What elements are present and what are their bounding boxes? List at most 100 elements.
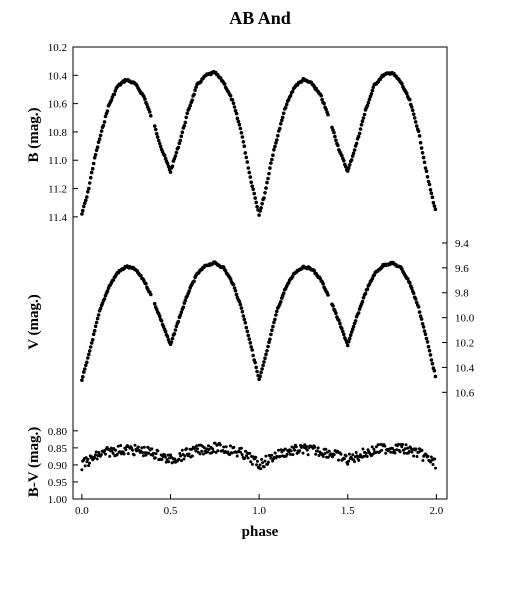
data-point-b xyxy=(276,133,280,138)
data-point-v xyxy=(363,291,368,296)
data-point-v xyxy=(105,289,110,293)
data-point-bv xyxy=(395,448,399,452)
data-point-bv xyxy=(104,452,107,456)
data-point-v xyxy=(411,291,416,296)
data-point-bv xyxy=(266,460,270,464)
data-point-v xyxy=(174,324,179,329)
data-point-v xyxy=(340,326,344,331)
data-point-v xyxy=(430,361,435,366)
data-point-v xyxy=(243,321,248,325)
data-point-v xyxy=(251,353,255,358)
data-point-bv xyxy=(163,453,167,457)
y-tick-label: 9.4 xyxy=(455,238,469,250)
data-point-b xyxy=(284,102,289,107)
data-point-bv xyxy=(95,457,99,461)
data-point-b xyxy=(283,105,288,110)
data-point-b xyxy=(95,145,100,149)
data-point-bv xyxy=(124,448,128,452)
data-point-bv xyxy=(396,442,400,446)
data-point-b xyxy=(280,115,285,120)
data-point-b xyxy=(326,112,330,117)
data-point-b xyxy=(352,148,357,152)
data-point-b xyxy=(85,195,89,199)
data-point-v xyxy=(247,337,252,341)
data-point-bv xyxy=(165,458,169,462)
data-point-v xyxy=(233,288,238,293)
data-point-bv xyxy=(167,460,171,464)
data-point-b xyxy=(411,112,416,116)
data-point-b xyxy=(350,154,355,158)
data-point-bv xyxy=(332,453,336,457)
data-point-b xyxy=(185,111,189,116)
data-point-v xyxy=(337,318,341,323)
data-point-b xyxy=(240,135,245,139)
data-point-b xyxy=(177,141,182,145)
x-tick-label: 0.5 xyxy=(164,505,178,517)
data-point-b xyxy=(148,110,152,114)
data-point-b xyxy=(244,155,249,160)
data-point-bv xyxy=(177,457,181,461)
data-point-b xyxy=(194,85,198,89)
y-axis-label-v: V (mag.) xyxy=(26,294,42,350)
x-tick-label: 1.0 xyxy=(252,505,266,517)
data-point-v xyxy=(425,340,430,344)
data-point-bv xyxy=(142,454,145,458)
data-point-v xyxy=(409,286,414,291)
data-point-v xyxy=(248,341,253,345)
data-point-b xyxy=(172,156,177,161)
data-point-v xyxy=(144,281,148,286)
data-point-b xyxy=(414,124,419,128)
data-point-v xyxy=(83,367,87,371)
data-point-v xyxy=(239,306,244,310)
data-point-v xyxy=(181,305,186,310)
data-point-v xyxy=(356,311,361,315)
data-point-b xyxy=(346,166,351,170)
data-point-bv xyxy=(326,455,330,459)
data-point-bv xyxy=(346,462,350,466)
data-point-b xyxy=(103,114,108,119)
data-point-b xyxy=(87,181,92,185)
data-point-b xyxy=(361,116,366,120)
data-point-bv xyxy=(294,445,298,449)
data-point-b xyxy=(218,76,223,80)
data-point-v xyxy=(159,319,164,323)
data-point-v xyxy=(154,307,159,312)
data-point-v xyxy=(265,349,269,353)
data-point-b xyxy=(400,82,404,86)
data-point-v xyxy=(406,277,410,281)
data-point-b xyxy=(281,111,286,116)
data-point-v xyxy=(172,332,177,336)
data-point-bv xyxy=(260,457,264,461)
axis-ticks: 0.0 0.5 1.0 1.5 2.0 10.2 10.4 10.6 10.8 11.0 11.2 1… xyxy=(48,42,475,517)
data-point-b xyxy=(268,166,272,170)
data-point-bv xyxy=(433,457,437,461)
data-point-b xyxy=(370,88,375,93)
data-point-bv xyxy=(80,468,84,472)
chart-title: AB And xyxy=(229,8,291,28)
data-point-b xyxy=(243,151,248,155)
data-point-bv xyxy=(239,450,242,454)
data-point-v xyxy=(262,360,266,364)
data-point-b xyxy=(231,101,236,106)
data-point-b xyxy=(184,115,188,120)
data-point-bv xyxy=(398,450,402,454)
x-tick-label: 0.0 xyxy=(75,505,89,517)
data-point-bv xyxy=(200,449,204,453)
data-point-bv xyxy=(235,454,239,458)
data-point-b xyxy=(153,127,158,132)
data-point-bv xyxy=(245,454,248,458)
x-tick-label: 2.0 xyxy=(429,505,443,517)
data-point-b xyxy=(98,133,103,138)
data-point-v xyxy=(433,374,438,379)
data-point-b xyxy=(88,175,93,180)
y-tick-label: 0.90 xyxy=(48,460,68,472)
data-point-v xyxy=(257,377,261,382)
data-point-bv xyxy=(163,455,167,459)
data-point-b xyxy=(237,122,242,127)
data-point-b xyxy=(417,134,422,138)
data-point-b xyxy=(109,98,114,102)
data-point-bv xyxy=(316,446,320,450)
data-point-b xyxy=(426,179,431,184)
data-point-b xyxy=(270,157,274,162)
data-point-v xyxy=(361,296,366,300)
